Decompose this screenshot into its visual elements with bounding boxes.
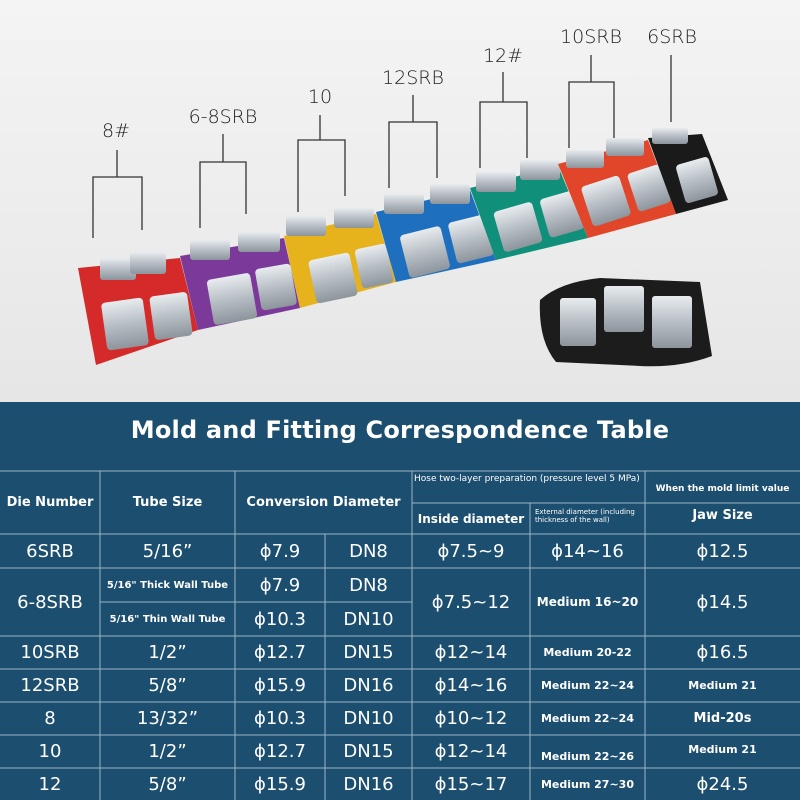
cell-jaw: ϕ14.5: [696, 591, 749, 613]
header-conversion-diameter: Conversion Diameter: [246, 495, 401, 510]
cell-jaw: Mid-20s: [693, 711, 752, 726]
cell-die: 8: [44, 708, 56, 729]
cell-inside: ϕ12~14: [434, 642, 508, 663]
header-hose-prep: Hose two-layer preparation (pressure lev…: [414, 474, 640, 484]
crimp-dies-illustration: [0, 0, 800, 402]
cell-phi: ϕ10.3: [254, 608, 306, 630]
cell-inside: ϕ12~14: [434, 741, 508, 762]
product-photo: 8# 6-8SRB 10 12SRB 12# 10SRB 6SRB: [0, 0, 800, 402]
cell-tube: 13/32”: [136, 708, 199, 729]
cell-phi: ϕ7.9: [259, 540, 301, 562]
cell-tube: 5/8”: [148, 675, 187, 696]
header-jaw-size: Jaw Size: [692, 507, 753, 523]
cell-tube-thin: 5/16" Thin Wall Tube: [109, 613, 226, 625]
cell-external: Medium 20-22: [543, 646, 632, 659]
cell-inside: ϕ15~17: [434, 773, 508, 795]
cell-external: Medium 27~30: [540, 777, 634, 791]
cell-inside: ϕ14~16: [434, 675, 508, 696]
cell-tube: 1/2”: [148, 741, 187, 762]
cell-die: 10SRB: [20, 642, 80, 663]
die-label-8: 8#: [101, 120, 131, 142]
cell-dn: DN8: [349, 540, 388, 562]
cell-external: ϕ14~16: [551, 540, 624, 562]
cell-external: Medium 22~24: [540, 679, 634, 692]
die-label-12: 12#: [482, 45, 524, 67]
cell-jaw: Medium 21: [688, 743, 757, 756]
header-die-number: Die Number: [6, 495, 94, 510]
cell-die: 10: [38, 741, 62, 762]
cell-external: Medium 22~24: [540, 712, 634, 725]
header-inside-diameter: Inside diameter: [417, 511, 525, 526]
separate-black-die: [539, 278, 712, 367]
cell-phi: ϕ12.7: [254, 642, 306, 663]
die-label-12srb: 12SRB: [382, 67, 444, 89]
header-limit-value: When the mold limit value: [655, 484, 790, 494]
cell-phi: ϕ15.9: [254, 675, 306, 696]
cell-external: Medium 22~26: [540, 750, 634, 763]
cell-die: 12: [38, 773, 62, 795]
cell-inside: ϕ10~12: [434, 708, 508, 729]
cell-jaw: ϕ16.5: [696, 642, 749, 663]
correspondence-table-panel: [0, 402, 800, 800]
die-label-10: 10: [307, 86, 333, 108]
die-band: [78, 128, 728, 365]
cell-phi: ϕ15.9: [254, 773, 306, 795]
cell-jaw: ϕ24.5: [696, 773, 749, 795]
cell-tube-thick: 5/16" Thick Wall Tube: [106, 579, 229, 591]
die-label-6srb: 6SRB: [647, 26, 697, 48]
cell-dn: DN15: [343, 741, 394, 762]
cell-phi: ϕ10.3: [254, 708, 306, 729]
cell-dn: DN8: [349, 574, 388, 596]
cell-die: 6SRB: [26, 540, 74, 562]
die-label-6-8srb: 6-8SRB: [188, 106, 258, 128]
table-title: Mold and Fitting Correspondence Table: [130, 416, 670, 444]
label-brackets: [92, 55, 672, 238]
header-tube-size: Tube Size: [132, 495, 203, 510]
cell-phi: ϕ7.9: [259, 574, 301, 596]
cell-jaw: ϕ12.5: [696, 540, 749, 562]
cell-tube: 5/16”: [142, 540, 193, 562]
cell-dn: DN16: [343, 675, 394, 696]
cell-external: Medium 16~20: [536, 595, 639, 609]
cell-dn: DN10: [343, 708, 394, 729]
die-label-10srb: 10SRB: [560, 26, 622, 48]
cell-die: 12SRB: [20, 675, 80, 696]
cell-die: 6-8SRB: [17, 591, 83, 613]
cell-inside: ϕ7.5~12: [431, 591, 511, 613]
cell-dn: DN15: [343, 642, 394, 663]
header-external-diameter: External diameter (including thickness o…: [535, 508, 635, 524]
cell-phi: ϕ12.7: [254, 741, 306, 762]
cell-tube: 5/8”: [148, 773, 187, 795]
cell-dn: DN10: [343, 608, 394, 630]
cell-inside: ϕ7.5~9: [437, 540, 505, 562]
cell-tube: 1/2”: [148, 642, 187, 663]
cell-jaw: Medium 21: [688, 679, 757, 692]
cell-dn: DN16: [343, 773, 394, 795]
